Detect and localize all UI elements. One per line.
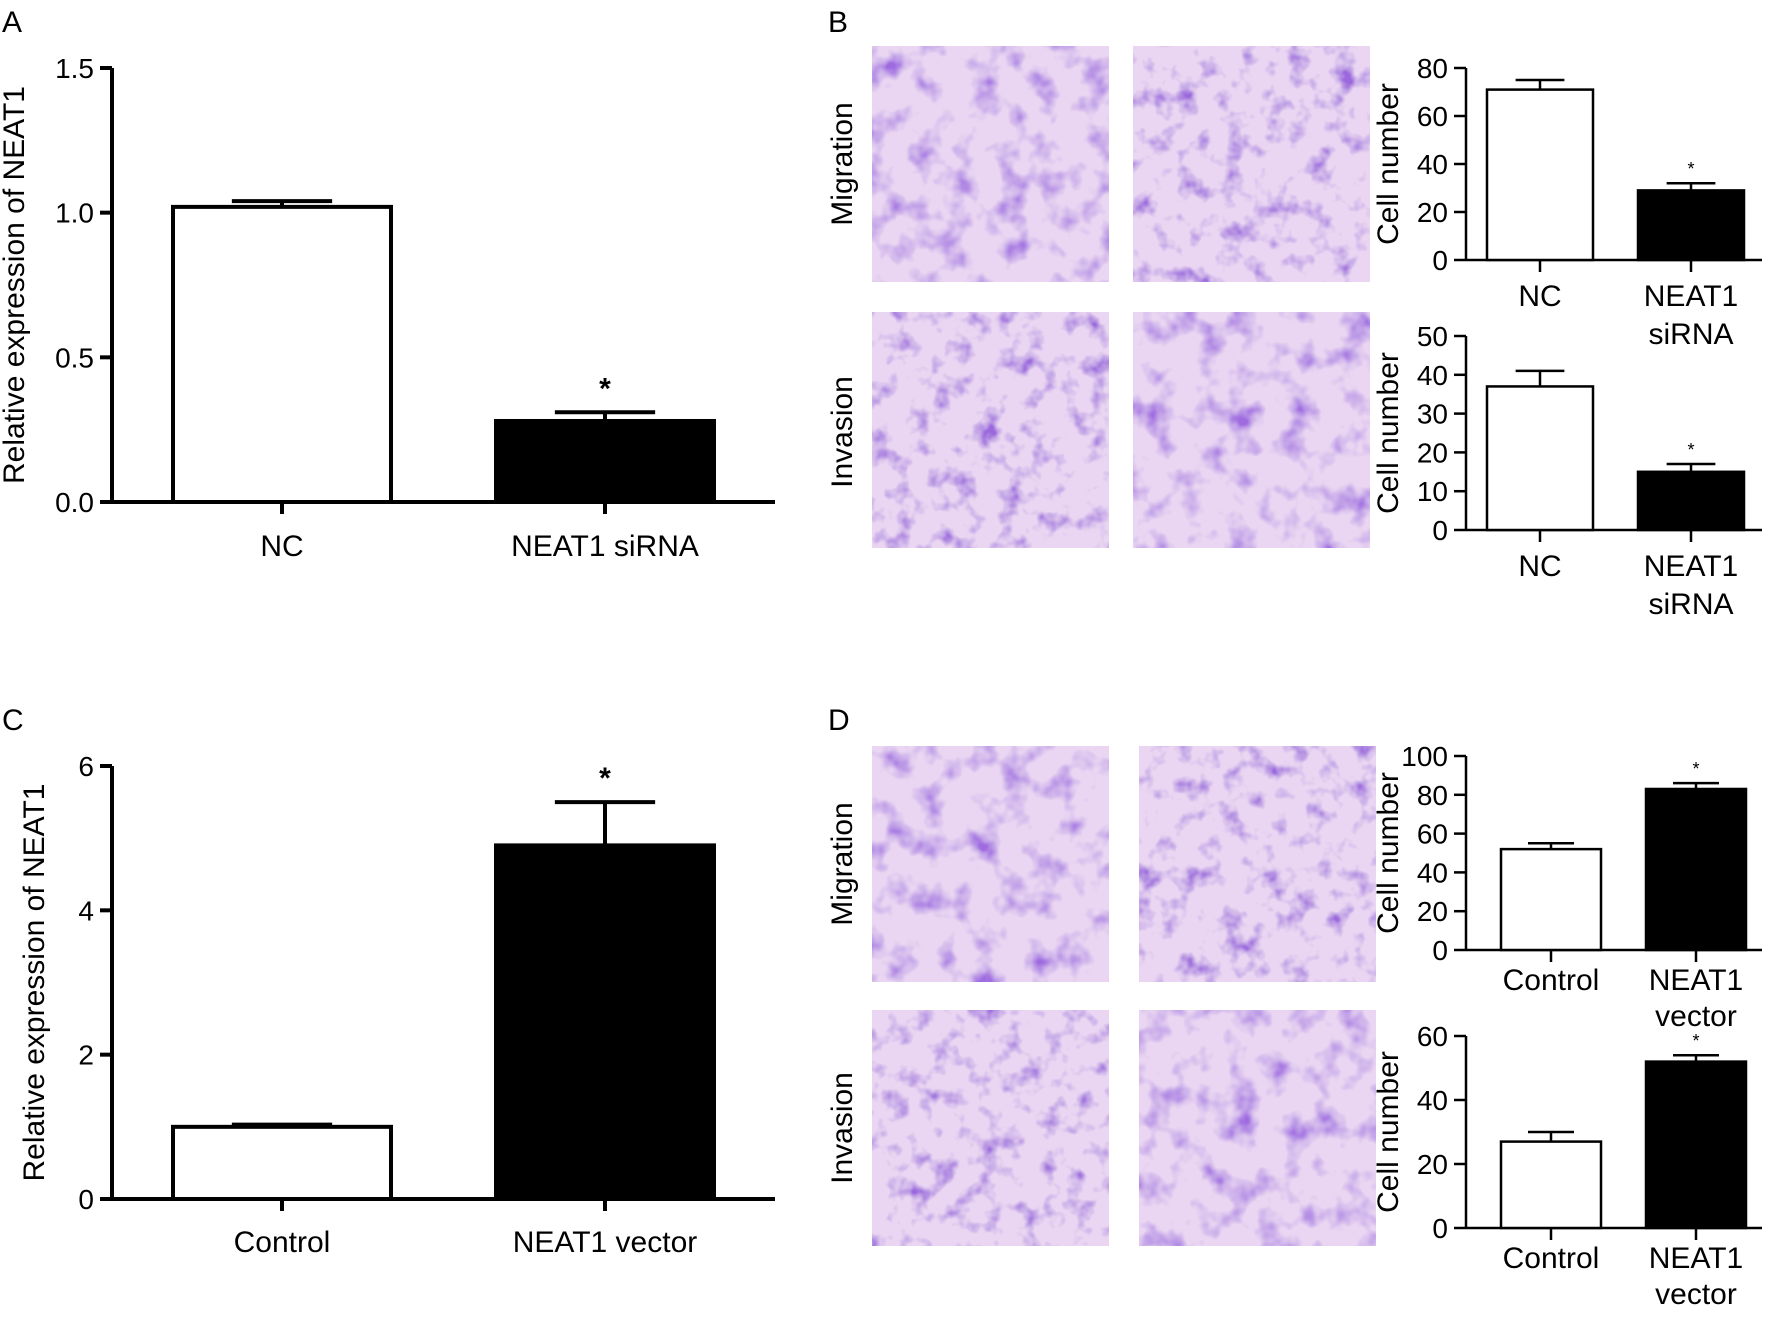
micrographs-d (872, 746, 1376, 1246)
y-tick-label: 20 (1417, 437, 1448, 468)
x-tick-label: NEAT1 (1649, 964, 1743, 997)
y-tick-label: 20 (1417, 197, 1448, 228)
micrograph-d-migration-control (872, 746, 1109, 982)
y-tick-label: 0.5 (55, 342, 94, 373)
x-tick-label: NC (1518, 280, 1561, 313)
panel-label-d: D (828, 704, 850, 737)
x-tick-label: NC (1518, 550, 1561, 583)
x-tick-label: vector (1655, 1000, 1737, 1033)
significance-marker: * (599, 762, 611, 795)
bar-control (171, 1124, 393, 1202)
y-tick-label: 0.0 (55, 487, 94, 518)
bar-control (1499, 1140, 1603, 1230)
micrograph-d-migration-vector (1139, 746, 1376, 982)
y-axis-title: Relative expression of NEAT1 (18, 784, 51, 1182)
row-label-d-invasion: Invasion (826, 1072, 859, 1184)
y-tick-label: 20 (1417, 1149, 1448, 1180)
y-tick-label: 40 (1417, 1085, 1448, 1116)
bar-control (1485, 385, 1595, 532)
row-label-b-migration: Migration (826, 102, 859, 225)
y-tick-label: 4 (78, 895, 94, 926)
micrograph-b-migration-sirna (1133, 46, 1370, 282)
micrograph-b-invasion-sirna (1133, 312, 1370, 548)
panel-label-c: C (2, 704, 24, 737)
row-label-b-invasion: Invasion (826, 376, 859, 488)
panel-label-b: B (828, 6, 848, 39)
x-tick-label: NC (260, 530, 303, 563)
bar-control (171, 204, 393, 504)
micrograph-d-invasion-control (872, 1010, 1109, 1246)
y-axis-title: Cell number (1372, 352, 1405, 514)
y-tick-label: 0 (1432, 245, 1448, 276)
bar-treatment (494, 418, 716, 504)
x-tick-label: NEAT1 (1644, 550, 1738, 583)
significance-marker: * (599, 372, 611, 405)
x-tick-label: NEAT1 vector (513, 1226, 698, 1259)
chart-b-invasion: 0 10 20 30 40 50 Cell number NC NEAT1 siRNA * (1372, 321, 1762, 621)
x-tick-label: Control (1503, 964, 1600, 997)
x-tick-label: Control (1503, 1242, 1600, 1275)
bar-control (1499, 847, 1603, 952)
y-tick-label: 100 (1401, 741, 1448, 772)
bar-treatment (1644, 787, 1748, 952)
bar-treatment (1636, 470, 1746, 532)
y-tick-label: 20 (1417, 896, 1448, 927)
x-tick-label: Control (234, 1226, 331, 1259)
y-tick-label: 80 (1417, 780, 1448, 811)
micrograph-b-migration-nc (872, 46, 1109, 282)
y-tick-label: 40 (1417, 149, 1448, 180)
significance-marker: * (1687, 440, 1694, 460)
y-tick-label: 2 (78, 1040, 94, 1071)
bar-treatment (1636, 189, 1746, 262)
micrograph-d-invasion-vector (1139, 1010, 1376, 1246)
y-tick-label: 60 (1417, 819, 1448, 850)
y-tick-label: 1.5 (55, 53, 94, 84)
y-tick-label: 80 (1417, 53, 1448, 84)
bar-treatment (494, 843, 716, 1202)
y-tick-label: 40 (1417, 857, 1448, 888)
x-tick-label: siRNA (1648, 588, 1733, 621)
bar-control (1485, 88, 1595, 262)
y-tick-label: 0 (1432, 935, 1448, 966)
y-tick-label: 0 (78, 1184, 94, 1215)
y-tick-label: 1.0 (55, 198, 94, 229)
y-tick-label: 6 (78, 751, 94, 782)
y-tick-label: 0 (1432, 1213, 1448, 1244)
y-axis-title: Cell number (1372, 772, 1405, 934)
x-tick-label: vector (1655, 1278, 1737, 1311)
panel-label-a: A (2, 6, 22, 39)
chart-c: 0 2 4 6 Relative expression of NEAT1 Control N… (18, 751, 775, 1259)
significance-marker: * (1687, 159, 1694, 179)
chart-b-migration: 0 20 40 60 80 Cell number NC NEAT1 siRNA * (1372, 53, 1762, 351)
y-tick-label: 30 (1417, 399, 1448, 430)
y-tick-label: 10 (1417, 476, 1448, 507)
y-axis-title: Relative expression of NEAT1 (0, 86, 31, 484)
y-tick-label: 0 (1432, 515, 1448, 546)
micrographs-b (872, 46, 1370, 548)
y-axis-title: Cell number (1372, 83, 1405, 245)
y-tick-label: 60 (1417, 101, 1448, 132)
y-axis-title: Cell number (1372, 1051, 1405, 1213)
significance-marker: * (1692, 1031, 1699, 1051)
y-tick-label: 50 (1417, 321, 1448, 352)
row-label-d-migration: Migration (826, 802, 859, 925)
y-tick-label: 40 (1417, 360, 1448, 391)
chart-a: 0.0 0.5 1.0 1.5 Relative expression of NEAT1… (0, 53, 775, 563)
x-tick-label: NEAT1 siRNA (511, 530, 699, 563)
bar-treatment (1644, 1060, 1748, 1230)
x-tick-label: siRNA (1648, 318, 1733, 351)
micrograph-b-invasion-nc (872, 312, 1109, 548)
x-tick-label: NEAT1 (1649, 1242, 1743, 1275)
significance-marker: * (1692, 759, 1699, 779)
y-tick-label: 60 (1417, 1021, 1448, 1052)
x-tick-label: NEAT1 (1644, 280, 1738, 313)
